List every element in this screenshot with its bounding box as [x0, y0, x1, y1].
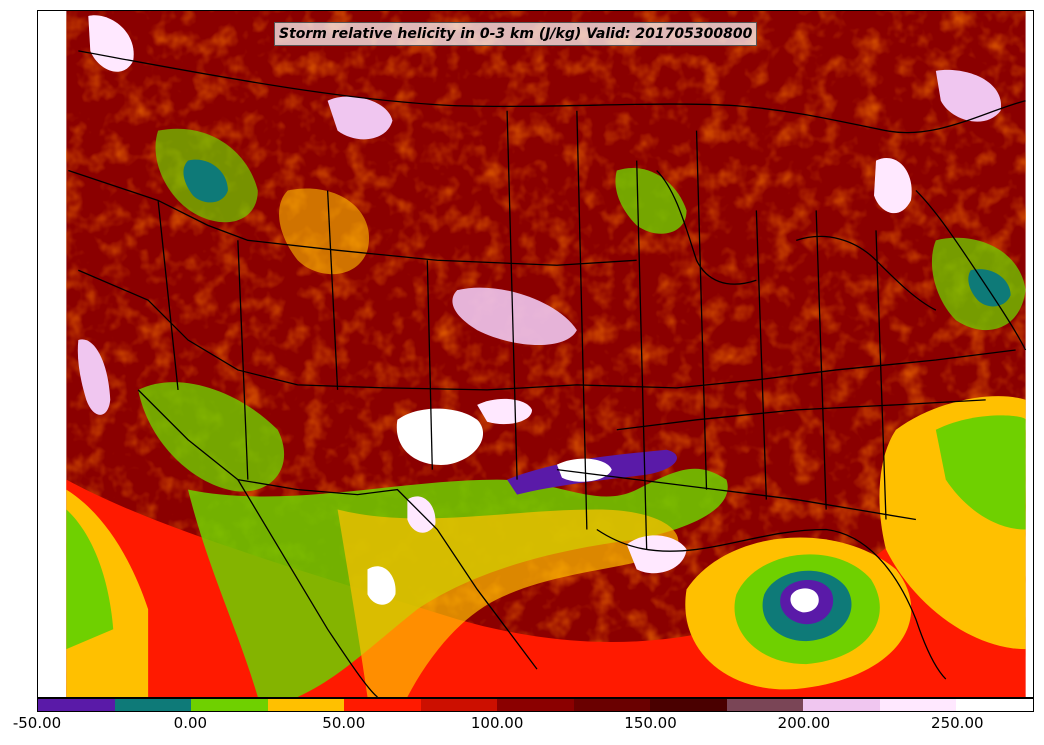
colorbar-tick-label: 250.00	[931, 714, 984, 732]
california-pink-blob	[77, 339, 111, 415]
colorbar-segment	[497, 699, 574, 711]
colorbar-segment	[573, 699, 651, 711]
newengland-pink-blob	[874, 157, 912, 214]
colorbar-segment	[191, 699, 268, 711]
atlantic-green-field	[935, 415, 1026, 530]
plains-orange-patch	[279, 188, 370, 275]
lowmex-white-blob	[556, 458, 612, 482]
plains-white-blob-2	[477, 398, 533, 425]
colorbar-labels: -50.00 0.00 50.00 100.00 150.00 200.00 250.00	[0, 714, 1044, 738]
pacific-green-field	[66, 509, 114, 650]
north-pink-blob	[327, 96, 393, 140]
map-panel: Storm relative helicity in 0-3 km (J/kg)…	[37, 10, 1034, 698]
map-title: Storm relative helicity in 0-3 km (J/kg)…	[274, 22, 758, 46]
west-teal-patch	[183, 159, 228, 203]
colorbar-tick-label: 0.00	[173, 714, 208, 732]
colorbar	[37, 698, 1034, 712]
colorbar-segment	[267, 699, 345, 711]
helicity-map	[66, 11, 1027, 697]
midwest-pink-blob	[452, 287, 577, 346]
colorbar-segment	[344, 699, 421, 711]
greatlakes-green-patch	[615, 167, 687, 234]
colorbar-segment	[420, 699, 498, 711]
gulf-white-core	[790, 588, 819, 613]
mexico-pink-blob	[407, 496, 436, 533]
colorbar-segment	[956, 699, 1033, 711]
colorbar-segment	[879, 699, 957, 711]
baja-white-blob	[367, 566, 396, 605]
colorbar-segment	[650, 699, 727, 711]
plains-white-blob	[396, 408, 484, 466]
colorbar-segment	[38, 699, 115, 711]
pacnw-pink-blob	[88, 15, 134, 72]
gulfcoast-white-blob	[626, 535, 687, 574]
colorbar-segment	[803, 699, 880, 711]
canada-pink-blob	[935, 69, 1002, 122]
colorbar-tick-label: 100.00	[470, 714, 524, 732]
northeast-teal-patch	[968, 269, 1011, 307]
colorbar-segment	[726, 699, 804, 711]
colorbar-segment	[114, 699, 192, 711]
colorbar-tick-label: 200.00	[777, 714, 831, 732]
south-orange-band	[337, 509, 679, 697]
colorbar-tick-label: 50.00	[322, 714, 366, 732]
colorbar-tick-label: 150.00	[624, 714, 677, 732]
political-boundaries	[68, 50, 1027, 697]
colorbar-tick-label: -50.00	[12, 714, 62, 732]
